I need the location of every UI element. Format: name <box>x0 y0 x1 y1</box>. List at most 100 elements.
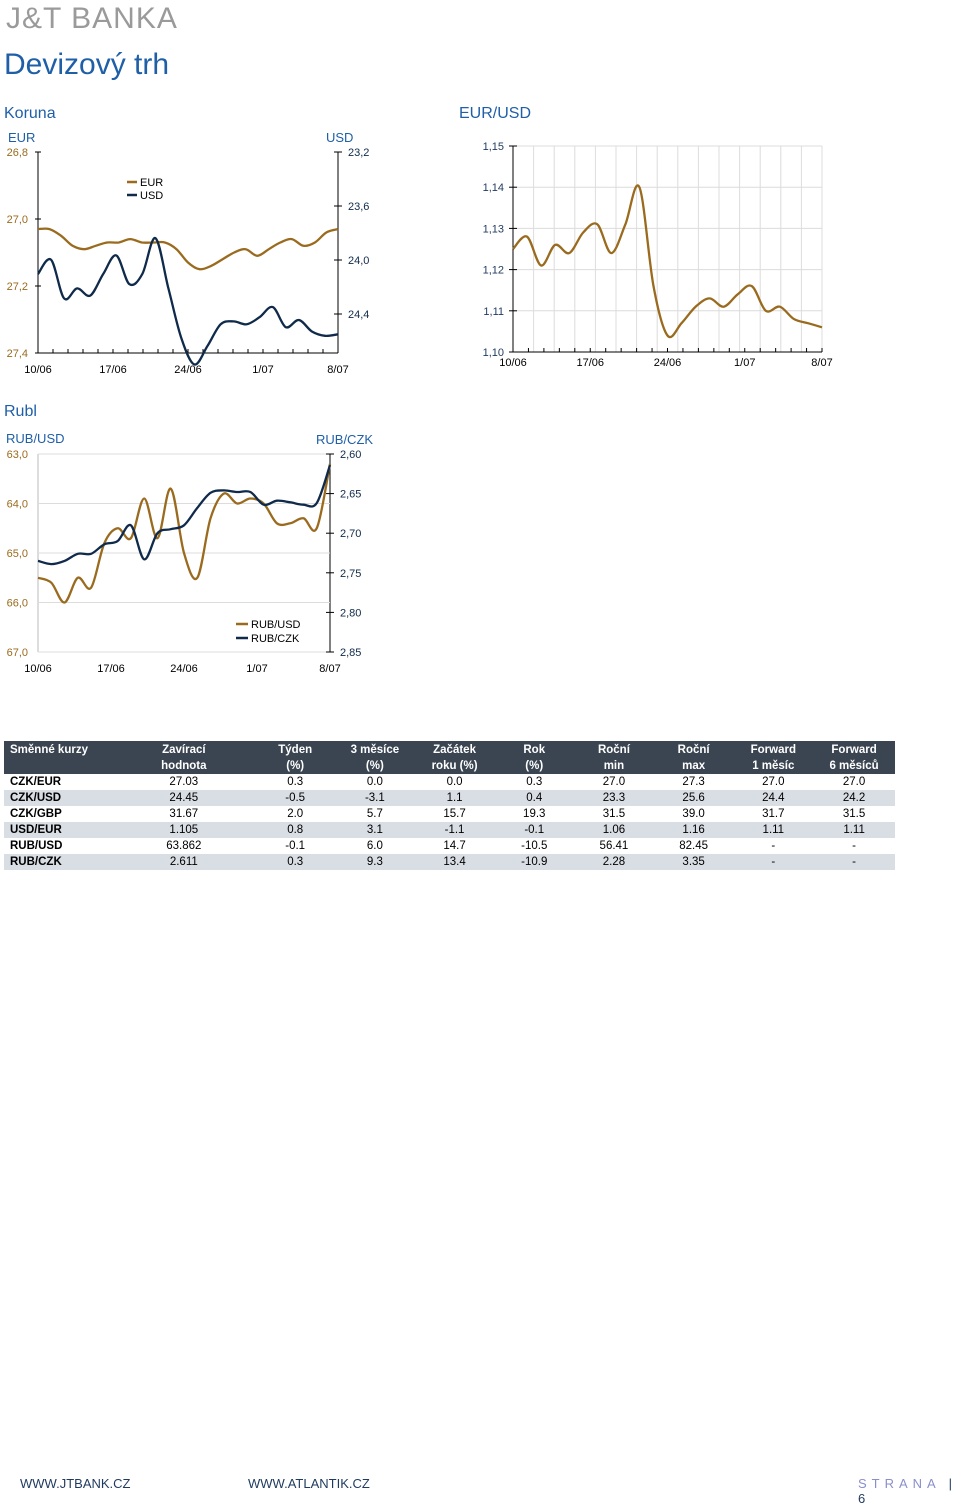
table-cell: 0.0 <box>366 776 383 788</box>
table-cell: 24.4 <box>733 790 814 806</box>
column-header-line2: max <box>682 759 706 772</box>
table-row: USD/EUR 1.105 0.8 3.1 -1.1 -0.1 1.06 1.16 1.11 1.… <box>4 822 895 838</box>
table-cell: 1.16 <box>653 822 734 838</box>
table-cell: 31.67 <box>169 808 199 820</box>
left-axis-title: RUB/USD <box>6 431 65 446</box>
x-tick-label: 10/06 <box>24 364 52 376</box>
column-header-line2: (%) <box>525 759 544 772</box>
column-header-line2: roku (%) <box>431 759 478 772</box>
table-cell: -3.1 <box>335 790 415 806</box>
left-tick-label: 27,4 <box>7 348 28 360</box>
table-header-row: Směnné kurzy Zavírací hodnota Týden (%) 3 měs… <box>4 741 895 774</box>
right-tick-label: 24,4 <box>348 309 369 321</box>
column-header-line2: hodnota <box>161 759 207 772</box>
page-number: STRANA | 6 <box>858 1476 953 1506</box>
right-tick-label: 23,2 <box>348 147 369 159</box>
table-cell: 1.105 <box>112 822 256 838</box>
row-label: CZK/USD <box>4 790 113 806</box>
table-cell: 27.0 <box>842 776 866 788</box>
right-axis-title: RUB/CZK <box>316 432 373 447</box>
table-cell: 1.1 <box>414 790 495 806</box>
x-tick-label: 8/07 <box>319 663 340 675</box>
column-header: Forward 1 měsíc <box>733 741 814 774</box>
left-tick-label: 67,0 <box>7 647 28 659</box>
column-header-line2: min <box>603 759 625 772</box>
table-cell: 0.8 <box>255 822 336 838</box>
table-cell: -0.5 <box>255 790 336 806</box>
table-cell: 27.0 <box>762 776 785 788</box>
left-tick-label: 65,0 <box>7 548 28 560</box>
table-row: RUB/USD 63.862 -0.1 6.0 14.7 -10.5 56.41 82.45 -… <box>4 838 895 854</box>
table-cell: 3.35 <box>653 854 734 870</box>
table-cell: - <box>733 854 814 870</box>
x-tick-label: 1/07 <box>734 357 755 369</box>
table-cell: 31.7 <box>762 808 785 820</box>
column-header: Roční max <box>653 741 734 774</box>
right-tick-label: 2,80 <box>340 607 361 619</box>
column-header-line2: (%) <box>286 759 305 772</box>
table-cell: 13.4 <box>414 854 495 870</box>
table-cell: 0.3 <box>526 776 543 788</box>
right-tick-label: 2,70 <box>340 528 361 540</box>
legend-rubusd-label: RUB/USD <box>251 619 301 631</box>
section-title-koruna: Koruna <box>4 105 56 122</box>
row-label: RUB/CZK <box>4 854 113 870</box>
y-tick-label: 1,11 <box>483 306 504 318</box>
exchange-rates-table: Směnné kurzy Zavírací hodnota Týden (%) 3 měs… <box>4 741 895 870</box>
table-cell: 2.611 <box>112 854 256 870</box>
column-header: Zavírací hodnota <box>112 741 256 774</box>
row-label: USD/EUR <box>4 822 113 838</box>
x-tick-label: 24/06 <box>170 663 198 675</box>
table-cell: 27.03 <box>169 776 199 788</box>
table-cell: 24.45 <box>112 790 256 806</box>
right-axis-title: USD <box>326 130 353 145</box>
x-tick-label: 24/06 <box>174 364 202 376</box>
right-tick-label: 23,6 <box>348 201 369 213</box>
table-row: CZK/GBP 31.67 2.0 5.7 15.7 19.3 31.5 39.0 31.7 31… <box>4 806 895 822</box>
column-header: Rok (%) <box>494 741 575 774</box>
table-cell: 0.0 <box>446 776 463 788</box>
table-cell: 31.5 <box>602 808 626 820</box>
table-cell: 1.11 <box>813 822 895 838</box>
table-cell: -0.1 <box>494 822 575 838</box>
right-tick-label: 2,85 <box>340 647 361 659</box>
left-tick-label: 64,0 <box>7 499 28 511</box>
table-cell: 39.0 <box>682 808 705 820</box>
footer-link-atlantik[interactable]: WWW.ATLANTIK.CZ <box>248 1476 370 1491</box>
right-tick-label: 24,0 <box>348 255 369 267</box>
column-header-line1: Zavírací <box>162 743 206 756</box>
legend-usd-label: USD <box>140 190 163 202</box>
table-cell: 15.7 <box>443 808 466 820</box>
column-header-line1: 3 měsíce <box>350 743 400 756</box>
row-label: CZK/EUR <box>10 776 62 788</box>
table-cell: 1.11 <box>733 822 814 838</box>
x-tick-label: 1/07 <box>252 364 273 376</box>
column-header: Začátek roku (%) <box>414 741 495 774</box>
table-row: RUB/CZK 2.611 0.3 9.3 13.4 -10.9 2.28 3.35- - <box>4 854 895 870</box>
table-cell: 6.0 <box>366 840 383 852</box>
table-cell: -0.1 <box>285 840 306 852</box>
table-cell: 2.0 <box>287 808 304 820</box>
x-tick-label: 8/07 <box>811 357 832 369</box>
koruna-chart: EUR USD26,827,027,227,423,223,624,024,410… <box>7 130 370 376</box>
usd-series-line <box>37 236 339 366</box>
y-tick-label: 1,15 <box>483 141 504 153</box>
table-cell: 0.4 <box>494 790 575 806</box>
table-cell: 2.28 <box>574 854 654 870</box>
table-cell: - <box>813 854 895 870</box>
table-cell: 24.2 <box>813 790 895 806</box>
x-tick-label: 17/06 <box>97 663 125 675</box>
column-header-line1: Směnné kurzy <box>10 744 88 756</box>
column-header-line2: 1 měsíc <box>752 759 795 772</box>
footer-link-jtbank[interactable]: WWW.JTBANK.CZ <box>20 1476 131 1491</box>
table-cell: 63.862 <box>166 840 202 852</box>
legend-eur-label: EUR <box>140 177 163 189</box>
table-cell: 19.3 <box>523 808 546 820</box>
x-tick-label: 10/06 <box>499 357 527 369</box>
table-cell: 82.45 <box>679 840 709 852</box>
table-cell: -1.1 <box>414 822 495 838</box>
rubczk-series-line <box>37 464 332 566</box>
left-tick-label: 27,0 <box>7 214 28 226</box>
column-header: 3 měsíce (%) <box>335 741 415 774</box>
table-cell: 3.1 <box>335 822 415 838</box>
